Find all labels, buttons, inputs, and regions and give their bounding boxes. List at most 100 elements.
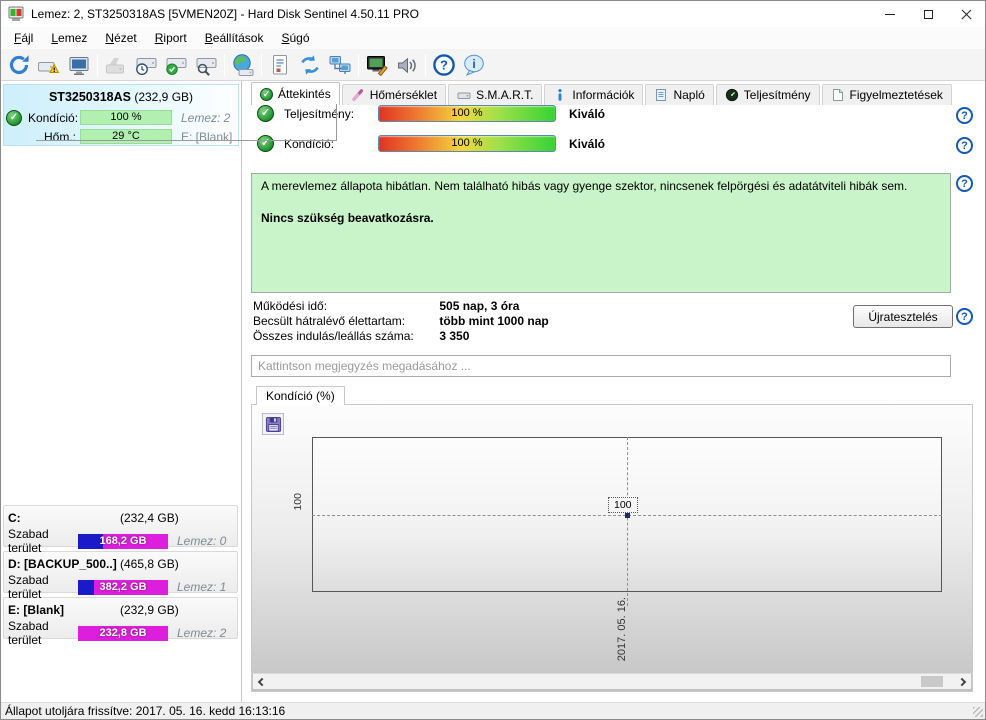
volume-tag: E: [Blank]	[181, 129, 233, 144]
monitor-edit-button[interactable]	[362, 51, 392, 79]
disk-accept-button[interactable]	[161, 51, 191, 79]
tab-performance[interactable]: Teljesítmény	[715, 84, 820, 105]
save-chart-button[interactable]	[262, 413, 284, 435]
disk-size: (232,9 GB)	[134, 90, 194, 104]
remaining-lifetime-value: több mint 1000 nap	[439, 314, 549, 328]
info-icon: i	[464, 54, 484, 76]
minimize-button[interactable]	[871, 1, 909, 27]
free-space-value: 232,8 GB	[99, 627, 147, 639]
performance-gauge-icon	[725, 88, 738, 102]
start-stop-count-label: Összes indulás/leállás száma:	[253, 329, 414, 343]
disk-disabled-button[interactable]	[101, 51, 131, 79]
help-status-icon[interactable]: ?	[956, 175, 973, 192]
globe-disk-button[interactable]	[228, 51, 258, 79]
tab-label: Áttekintés	[278, 87, 331, 101]
menu-disk[interactable]: Lemez	[51, 31, 88, 45]
tab-overview[interactable]: Áttekintés	[251, 82, 340, 105]
tab-log[interactable]: Napló	[645, 84, 714, 105]
power-on-time-label: Működési idő:	[253, 299, 328, 313]
information-icon	[558, 89, 563, 101]
chart-horizontal-scrollbar[interactable]	[253, 673, 971, 689]
free-space-bar: 382,2 GB	[78, 579, 168, 595]
info-button[interactable]: i	[459, 51, 489, 79]
scrollbar-thumb[interactable]	[921, 676, 943, 687]
condition-label: Kondíció:	[28, 110, 79, 125]
partition-item-d[interactable]: D: [BACKUP_500..] (465,8 GB) Szabad terü…	[3, 551, 238, 601]
svg-text:i: i	[472, 56, 475, 70]
disk-warning-button[interactable]	[34, 51, 64, 79]
close-button[interactable]	[947, 1, 985, 27]
help-health-icon[interactable]: ?	[956, 137, 973, 154]
tab-information[interactable]: Információk	[544, 84, 644, 105]
disk-number-tag: Lemez: 0	[177, 534, 227, 548]
scroll-left-icon[interactable]	[257, 677, 267, 687]
status-bar: Állapot utoljára frissítve: 2017. 05. 16…	[1, 702, 985, 719]
toolbar-separator	[358, 53, 359, 76]
comment-input[interactable]	[251, 355, 951, 377]
performance-gauge-bar: 100 %	[378, 105, 556, 122]
sound-icon	[398, 57, 416, 73]
used-space-segment	[78, 533, 104, 549]
partition-item-c[interactable]: C: (232,4 GB) Szabad terület 168,2 GB Le…	[3, 505, 238, 555]
maximize-icon	[923, 9, 933, 19]
toolbar: ? i	[1, 49, 985, 81]
performance-rating: Kiváló	[569, 106, 606, 121]
help-retest-icon[interactable]: ?	[956, 308, 973, 325]
help-button[interactable]: ?	[429, 51, 459, 79]
disk-search-button[interactable]	[191, 51, 221, 79]
retest-button[interactable]: Újratesztelés	[853, 305, 953, 328]
start-stop-count-value: 3 350	[439, 329, 470, 343]
free-space-label: Szabad terület	[8, 527, 49, 555]
partition-item-e[interactable]: E: [Blank] (232,9 GB) Szabad terület 232…	[3, 597, 238, 647]
refresh-button[interactable]	[4, 51, 34, 79]
help-performance-icon[interactable]: ?	[956, 107, 973, 124]
sync-button[interactable]	[295, 51, 325, 79]
disk-clock-button[interactable]	[131, 51, 161, 79]
menu-view[interactable]: Nézet	[105, 31, 137, 45]
status-bar-text: Állapot utoljára frissítve: 2017. 05. 16…	[5, 704, 286, 718]
window-title: Lemez: 2, ST3250318AS [5VMEN20Z] - Hard …	[31, 7, 419, 21]
menu-settings[interactable]: Beállítások	[204, 31, 264, 45]
health-status-box: A merevlemez állapota hibátlan. Nem talá…	[251, 173, 951, 293]
resize-grip[interactable]	[973, 707, 983, 717]
svg-text:?: ?	[440, 57, 448, 72]
tab-strip: Áttekintés Hőmérséklet S.M.A.R.T.	[249, 82, 985, 105]
temperature-label: Hőm.:	[43, 129, 76, 144]
disk-number-tag: Lemez: 1	[177, 580, 227, 594]
disk-clock-icon	[136, 57, 157, 75]
health-rating: Kiváló	[569, 136, 606, 151]
partition-size: (232,4 GB)	[120, 511, 179, 525]
tab-alerts[interactable]: Figyelmeztetések	[821, 84, 952, 105]
maximize-button[interactable]	[909, 1, 947, 27]
sound-button[interactable]	[392, 51, 422, 79]
disk-disabled-icon	[106, 57, 124, 73]
performance-ok-icon	[257, 105, 274, 122]
health-gauge-bar: 100 %	[378, 135, 556, 152]
chart-tab-condition[interactable]: Kondíció (%)	[256, 386, 345, 405]
disk-ok-icon	[6, 109, 22, 126]
menu-report[interactable]: Riport	[154, 31, 187, 45]
free-space-label: Szabad terület	[8, 619, 49, 647]
main-panel: Áttekintés Hőmérséklet S.M.A.R.T.	[249, 82, 985, 704]
menu-help[interactable]: Súgó	[281, 31, 310, 45]
tab-smart[interactable]: S.M.A.R.T.	[448, 84, 543, 105]
network-button[interactable]	[325, 51, 355, 79]
power-on-time-value: 505 nap, 3 óra	[439, 299, 520, 313]
used-space-segment	[78, 579, 95, 595]
disk-list-sidebar: ST3250318AS (232,9 GB) Kondíció: 100 % L…	[1, 81, 242, 704]
scroll-right-icon[interactable]	[957, 677, 967, 687]
partition-name: D: [BACKUP_500..]	[8, 557, 117, 571]
close-icon	[961, 9, 972, 20]
report-button[interactable]	[265, 51, 295, 79]
tab-label: S.M.A.R.T.	[476, 88, 534, 102]
tab-temperature[interactable]: Hőmérséklet	[341, 84, 447, 105]
toolbar-separator	[261, 53, 262, 76]
minimize-icon	[885, 13, 895, 15]
refresh-icon	[9, 54, 29, 74]
network-icon	[329, 55, 351, 74]
menu-file[interactable]: Fájl	[14, 31, 34, 45]
disk-list-item-selected[interactable]: ST3250318AS (232,9 GB) Kondíció: 100 % L…	[3, 84, 239, 146]
disk-display-button[interactable]	[64, 51, 94, 79]
save-icon	[265, 416, 281, 432]
toolbar-separator	[425, 53, 426, 76]
